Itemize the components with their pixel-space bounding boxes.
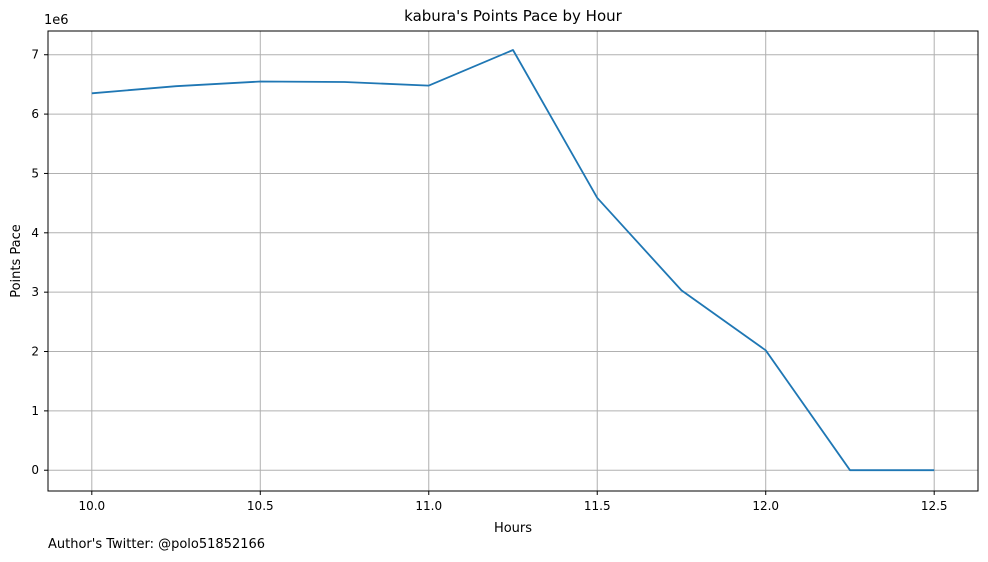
y-tick-label: 3 — [31, 285, 39, 299]
x-tick-label: 11.5 — [584, 499, 611, 513]
y-axis-label: Points Pace — [9, 224, 24, 298]
x-tick-label: 11.0 — [415, 499, 442, 513]
axes-frame — [47, 30, 979, 492]
y-axis-ticks: 0 1 2 3 4 5 6 7 — [31, 48, 48, 477]
series-layer — [91, 49, 935, 472]
x-axis-ticks: 10.0 10.5 11.0 11.5 12.0 12.5 — [78, 491, 948, 513]
y-tick-label: 1 — [31, 404, 39, 418]
y-tick-label: 0 — [31, 463, 39, 477]
x-axis-label: Hours — [494, 521, 532, 536]
grid-lines — [48, 31, 978, 491]
y-axis-offset-label: 1e6 — [44, 13, 69, 28]
x-tick-label: 10.5 — [247, 499, 274, 513]
y-tick-label: 7 — [31, 48, 39, 62]
y-tick-label: 2 — [31, 345, 39, 359]
x-tick-label: 12.0 — [752, 499, 779, 513]
x-tick-label: 12.5 — [921, 499, 948, 513]
author-twitter-note: Author's Twitter: @polo51852166 — [48, 537, 266, 552]
y-tick-label: 6 — [31, 107, 39, 121]
y-tick-label: 4 — [31, 226, 39, 240]
y-tick-label: 5 — [31, 166, 39, 180]
series-line — [91, 49, 935, 472]
chart-title: kabura's Points Pace by Hour — [404, 7, 622, 25]
x-tick-label: 10.0 — [78, 499, 105, 513]
